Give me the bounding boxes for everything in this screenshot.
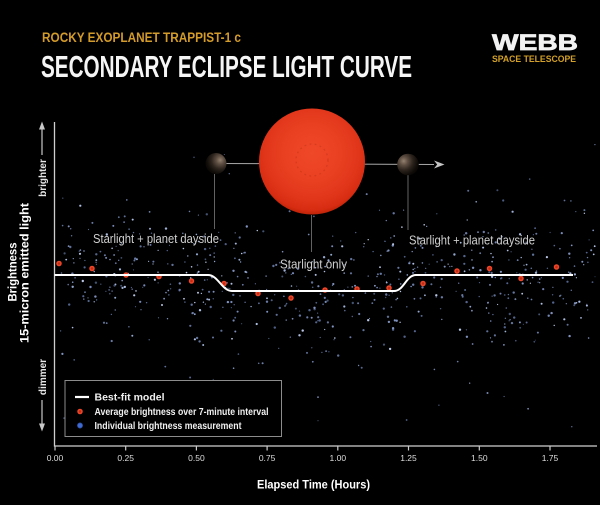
svg-text:Best-fit model: Best-fit model	[95, 393, 165, 404]
svg-text:Elapsed Time (Hours): Elapsed Time (Hours)	[257, 478, 370, 492]
svg-text:Brightness: Brightness	[8, 243, 20, 302]
svg-text:Starlight + planet dayside: Starlight + planet dayside	[93, 232, 219, 246]
svg-text:Starlight + planet dayside: Starlight + planet dayside	[409, 234, 535, 248]
svg-text:brighter: brighter	[38, 159, 49, 197]
svg-text:SECONDARY ECLIPSE LIGHT CURVE: SECONDARY ECLIPSE LIGHT CURVE	[41, 49, 412, 84]
svg-text:1.75: 1.75	[542, 453, 559, 463]
svg-text:0.50: 0.50	[188, 453, 205, 463]
svg-text:Starlight only: Starlight only	[280, 258, 348, 272]
svg-text:WEBB: WEBB	[492, 30, 578, 55]
svg-text:0.25: 0.25	[117, 453, 134, 463]
svg-text:ROCKY EXOPLANET TRAPPIST-1 c: ROCKY EXOPLANET TRAPPIST-1 c	[42, 30, 241, 45]
svg-text:1.00: 1.00	[330, 453, 347, 463]
svg-text:1.25: 1.25	[400, 453, 417, 463]
svg-text:SPACE TELESCOPE: SPACE TELESCOPE	[492, 54, 576, 65]
svg-text:15-micron emitted light: 15-micron emitted light	[20, 203, 32, 343]
svg-text:Average brightness over 7-minu: Average brightness over 7-minute interva…	[95, 407, 269, 418]
svg-text:1.50: 1.50	[471, 453, 488, 463]
svg-text:Individual brightness measurem: Individual brightness measurement	[95, 421, 243, 432]
svg-text:0.00: 0.00	[47, 453, 64, 463]
svg-text:0.75: 0.75	[259, 453, 276, 463]
svg-text:dimmer: dimmer	[38, 359, 49, 395]
